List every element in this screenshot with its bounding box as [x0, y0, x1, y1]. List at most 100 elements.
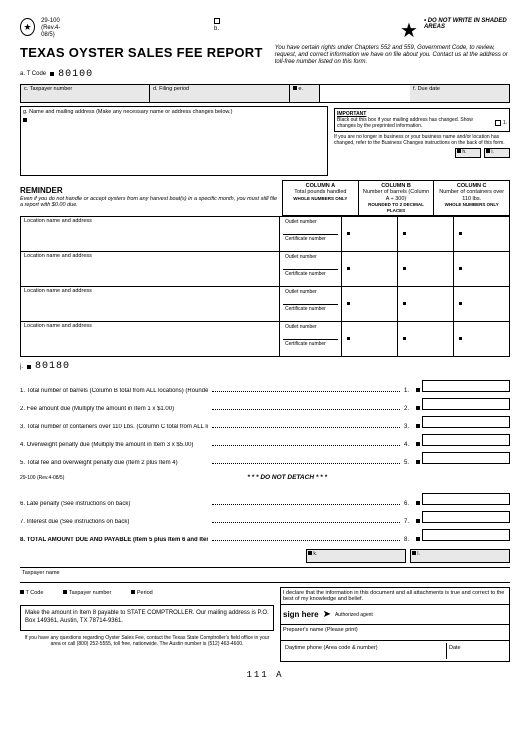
- contact-text: If you have any questions regarding Oyst…: [20, 635, 274, 648]
- loc-3-name[interactable]: Location name and address: [20, 287, 280, 321]
- item-3: 3. Total number of containers over 110 L…: [20, 414, 510, 432]
- loc-1-b[interactable]: [398, 217, 454, 251]
- date-box[interactable]: Date: [447, 643, 507, 659]
- loc-row-1: Location name and address Outlet number …: [20, 216, 510, 251]
- outlet-3[interactable]: Outlet number: [283, 288, 338, 305]
- address-important-row: g. Name and mailing address (Make any ne…: [20, 106, 510, 176]
- loc-2-name[interactable]: Location name and address: [20, 252, 280, 286]
- dot-icon: [50, 72, 54, 76]
- loc-4-b[interactable]: [398, 322, 454, 356]
- title-row: TEXAS OYSTER SALES FEE REPORT You have c…: [20, 45, 510, 67]
- loc-1-a[interactable]: [342, 217, 398, 251]
- important-col: IMPORTANT Black out this box if your mai…: [334, 106, 510, 176]
- arrow-icon: ➤: [323, 609, 331, 620]
- box-e[interactable]: e.: [290, 85, 320, 103]
- outlet-1[interactable]: Outlet number: [283, 218, 338, 235]
- box-spacer: [320, 85, 410, 103]
- outlet-2[interactable]: Outlet number: [283, 253, 338, 270]
- reminder-block: REMINDER Even if you do not handle or ac…: [20, 180, 282, 217]
- form-rev-text: (Rev.4-08/5): [41, 25, 68, 39]
- item-6-input[interactable]: [422, 493, 510, 505]
- item-8: 8. TOTAL AMOUNT DUE AND PAYABLE (Item 5 …: [20, 527, 510, 545]
- loc-4-name[interactable]: Location name and address: [20, 322, 280, 356]
- footer-code: 111 A: [20, 670, 510, 680]
- l-box[interactable]: l.: [410, 549, 510, 563]
- cert-2[interactable]: Certificate number: [283, 270, 338, 286]
- loc-row-2: Location name and address Outlet number …: [20, 251, 510, 286]
- sign-row[interactable]: sign here ➤ Authorized agent: [281, 605, 509, 625]
- preparer-row[interactable]: Preparer's name (Please print): [281, 625, 509, 641]
- do-not-write: • DO NOT WRITE IN SHADED AREAS: [424, 18, 510, 30]
- info-boxes: c. Taxpayer number d. Filing period e. f…: [20, 84, 510, 103]
- loc-2-a[interactable]: [342, 252, 398, 286]
- item-6: 6. Late penalty (See instructions on bac…: [20, 491, 510, 509]
- detach-text: * * * DO NOT DETACH * * *: [64, 474, 510, 481]
- auth-label: Authorized agent: [335, 612, 373, 618]
- cert-4[interactable]: Certificate number: [283, 340, 338, 356]
- item-5: 5. Total fee and overweight penalty due …: [20, 450, 510, 468]
- phone-box[interactable]: Daytime phone (Area code & number): [283, 643, 447, 659]
- loc-2-nums: Outlet number Certificate number: [280, 252, 342, 286]
- cert-1[interactable]: Certificate number: [283, 235, 338, 251]
- h-box[interactable]: h.: [455, 148, 481, 158]
- loc-1-c[interactable]: [454, 217, 510, 251]
- important-box: IMPORTANT Black out this box if your mai…: [334, 108, 510, 132]
- bottom-codes: T Code Taxpayer number Period: [20, 587, 274, 599]
- item-1-input[interactable]: [422, 380, 510, 392]
- loc-row-3: Location name and address Outlet number …: [20, 286, 510, 321]
- address-box[interactable]: g. Name and mailing address (Make any ne…: [20, 106, 328, 176]
- tcode-label: a. T Code: [20, 71, 46, 77]
- state-seal-icon: ★: [20, 18, 35, 36]
- box-c[interactable]: c. Taxpayer number: [20, 85, 150, 103]
- loc-4-c[interactable]: [454, 322, 510, 356]
- form-page: ★ 29-100 (Rev.4-08/5) b. ★ • DO NOT WRIT…: [0, 0, 530, 749]
- loc-3-nums: Outlet number Certificate number: [280, 287, 342, 321]
- loc-3-a[interactable]: [342, 287, 398, 321]
- item-3-input[interactable]: [422, 416, 510, 428]
- bc-period: Period: [131, 590, 152, 596]
- loc-3-c[interactable]: [454, 287, 510, 321]
- loc-4-a[interactable]: [342, 322, 398, 356]
- blackout-checkbox[interactable]: [495, 120, 501, 126]
- taxpayer-name-row[interactable]: Taxpayer name: [20, 567, 510, 583]
- blackout-row: Black out this box if your mailing addre…: [337, 117, 507, 129]
- location-rows: Location name and address Outlet number …: [20, 216, 510, 357]
- top-codes: b. ★: [214, 18, 418, 43]
- box-f[interactable]: f. Due date: [410, 85, 510, 103]
- b-box: b.: [214, 18, 220, 32]
- outlet-4[interactable]: Outlet number: [283, 323, 338, 340]
- item-2-input[interactable]: [422, 398, 510, 410]
- reminder-title: REMINDER: [20, 186, 278, 195]
- tcode-value: 80100: [58, 69, 93, 80]
- cert-3[interactable]: Certificate number: [283, 305, 338, 321]
- item-8-input[interactable]: [422, 529, 510, 541]
- code2-val: 80180: [35, 361, 70, 372]
- loc-2-b[interactable]: [398, 252, 454, 286]
- item-7-input[interactable]: [422, 511, 510, 523]
- k-box[interactable]: k.: [306, 549, 406, 563]
- i-box[interactable]: i.: [484, 148, 510, 158]
- form-title: TEXAS OYSTER SALES FEE REPORT: [20, 45, 263, 60]
- item-5-input[interactable]: [422, 452, 510, 464]
- col-a-head: COLUMN A Total pounds handled WHOLE NUMB…: [282, 180, 359, 217]
- bc-tcode: T Code: [20, 590, 43, 596]
- loc-2-c[interactable]: [454, 252, 510, 286]
- formrev2: 29-100 (Rev.4-08/5): [20, 475, 64, 481]
- loc-1-nums: Outlet number Certificate number: [280, 217, 342, 251]
- payable-box: Make the amount in Item 8 payable to STA…: [20, 605, 274, 631]
- form-no-text: 29-100: [41, 18, 68, 25]
- line-items-2: 6. Late penalty (See instructions on bac…: [20, 491, 510, 545]
- col-c-head: COLUMN C Number of containers over 110 l…: [434, 180, 510, 217]
- item-4: 4. Overweight penalty due (Multiply the …: [20, 432, 510, 450]
- loc-1-name[interactable]: Location name and address: [20, 217, 280, 251]
- address-block: g. Name and mailing address (Make any ne…: [20, 106, 328, 176]
- bottom-left: T Code Taxpayer number Period Make the a…: [20, 587, 274, 662]
- detach-row: 29-100 (Rev.4-08/5) * * * DO NOT DETACH …: [20, 470, 510, 485]
- loc-3-b[interactable]: [398, 287, 454, 321]
- dot-icon: [27, 365, 31, 369]
- reminder-text: Even if you do not handle or accept oyst…: [20, 196, 278, 209]
- hi-boxes: h. i.: [455, 148, 510, 158]
- box-d[interactable]: d. Filing period: [150, 85, 290, 103]
- star-icon: ★: [400, 18, 418, 43]
- item-4-input[interactable]: [422, 434, 510, 446]
